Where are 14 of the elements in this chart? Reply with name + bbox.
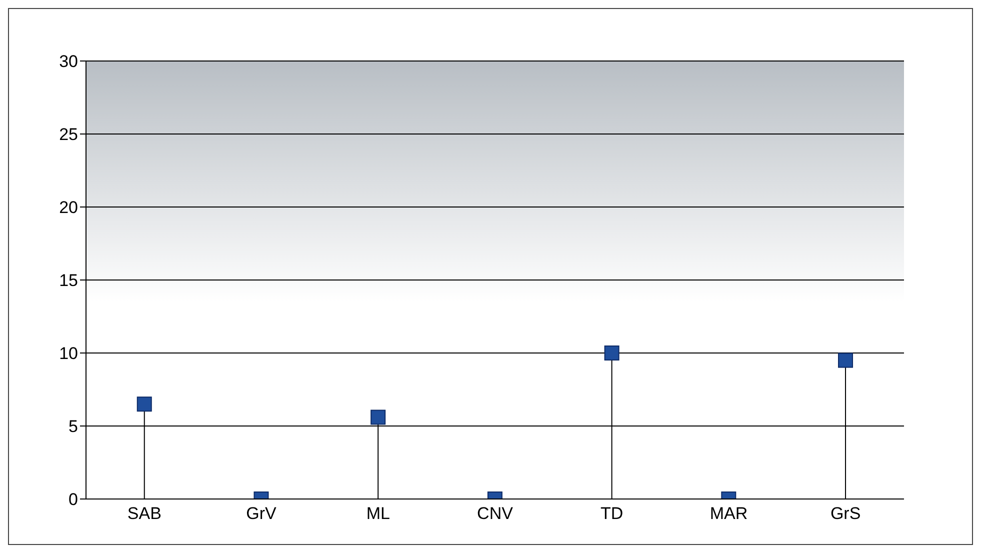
- x-tick-label: GrS: [830, 504, 861, 524]
- x-tick-label: TD: [600, 504, 624, 524]
- x-tick-label: SAB: [127, 504, 162, 524]
- y-tick-label: 5: [68, 417, 78, 436]
- y-tick-label: 15: [59, 271, 78, 290]
- y-tick-label: 10: [59, 344, 78, 364]
- x-tick-label: GrV: [246, 504, 278, 524]
- y-tick-label: 20: [59, 198, 78, 218]
- x-tick-label: ML: [366, 504, 390, 524]
- y-tick-label: 0: [68, 490, 78, 510]
- y-tick-label: 25: [59, 125, 78, 144]
- x-tick-label: MAR: [710, 504, 748, 524]
- y-tick-label: 30: [59, 52, 78, 72]
- x-tick-label: CNV: [477, 504, 514, 524]
